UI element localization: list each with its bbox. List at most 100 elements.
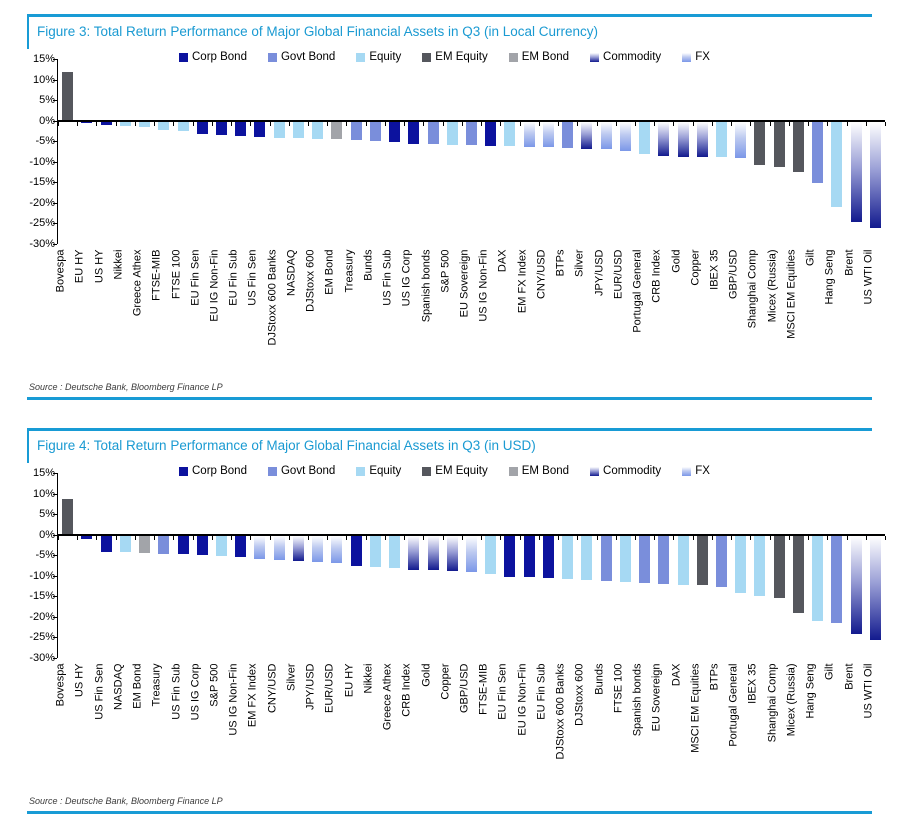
bar-us-wti-oil — [869, 121, 881, 229]
x-axis-label: DAX — [496, 249, 509, 273]
bar-ftse-100 — [619, 535, 631, 583]
bar-nasdaq — [119, 535, 131, 552]
legend-swatch-icon — [682, 466, 692, 476]
x-axis-label: EU Fin Sen — [189, 249, 202, 306]
x-tick-mark — [711, 121, 713, 126]
x-tick-mark — [711, 535, 713, 540]
figure3-title-row: Figure 3: Total Return Performance of Ma… — [27, 17, 872, 49]
legend: Corp Bond Govt Bond Equity EM Equity EM Bond… — [179, 51, 710, 63]
x-axis-label: DJStoxx 600 Banks — [554, 663, 567, 760]
x-tick-mark — [327, 121, 329, 126]
x-tick-mark — [134, 535, 136, 540]
bar-spanish-bonds — [639, 535, 651, 584]
legend-item-commodity: Commodity — [590, 51, 661, 63]
x-axis-label: Gilt — [823, 663, 836, 681]
bar-crb-index — [408, 535, 420, 570]
bar-em-fx-index — [523, 121, 535, 147]
y-tick-label: -20% — [29, 196, 55, 209]
x-tick-mark — [519, 535, 521, 540]
x-tick-mark — [192, 121, 194, 126]
bar-cny-usd — [273, 535, 285, 560]
y-tick-mark — [53, 616, 57, 618]
x-axis-label: Shanghai Comp — [766, 663, 779, 743]
bar-ftse-100 — [177, 121, 189, 132]
y-axis-line — [57, 59, 58, 244]
y-tick-mark — [53, 657, 57, 659]
legend-item-em-bond: EM Bond — [508, 51, 570, 63]
bar-bovespa — [62, 498, 74, 535]
x-tick-mark — [558, 535, 560, 540]
x-axis-label: US Fin Sen — [93, 663, 106, 720]
x-tick-mark — [442, 535, 444, 540]
legend-label: Corp Bond — [192, 51, 247, 63]
x-tick-mark — [634, 535, 636, 540]
x-axis-label: Treasury — [150, 663, 163, 707]
legend-swatch-icon — [508, 466, 518, 476]
bar-greece-athex — [389, 535, 401, 569]
x-axis-label: BTPs — [554, 249, 567, 277]
y-tick-label: -5% — [35, 549, 55, 561]
x-tick-mark — [154, 535, 156, 540]
x-tick-mark — [615, 535, 617, 540]
x-axis-label: Gold — [670, 249, 683, 273]
x-tick-mark — [250, 121, 252, 126]
y-tick-label: -30% — [29, 237, 55, 250]
x-axis-label: Nikkei — [362, 663, 375, 694]
x-tick-mark — [769, 535, 771, 540]
legend-item-govt-bond: Govt Bond — [267, 465, 335, 477]
y-tick-mark — [53, 141, 57, 142]
x-tick-mark — [308, 535, 310, 540]
x-axis-label: Bovespa — [54, 663, 67, 707]
x-axis-label: US Fin Sub — [381, 249, 394, 306]
legend-swatch-icon — [590, 52, 600, 62]
x-tick-mark — [423, 535, 425, 540]
legend-swatch-icon — [682, 52, 692, 62]
x-axis-label: Copper — [439, 663, 452, 700]
y-tick-mark — [53, 555, 57, 556]
x-tick-mark — [885, 535, 886, 540]
y-tick-label: 0% — [39, 528, 55, 541]
x-tick-mark — [788, 535, 790, 540]
x-tick-mark — [211, 121, 213, 126]
y-tick-label: -25% — [29, 217, 55, 229]
bar-gbp-usd — [735, 121, 747, 158]
legend-swatch-icon — [422, 466, 432, 476]
bar-btps — [716, 535, 728, 588]
x-axis-label: Micex (Russia) — [785, 663, 798, 737]
x-axis-label: NASDAQ — [112, 663, 125, 710]
legend-item-corp-bond: Corp Bond — [179, 51, 247, 63]
x-tick-mark — [788, 121, 790, 126]
x-tick-mark — [731, 121, 733, 126]
x-tick-mark — [346, 121, 348, 126]
legend-label: EM Bond — [521, 465, 570, 477]
x-tick-mark — [404, 121, 406, 126]
bar-cny-usd — [542, 121, 554, 148]
x-tick-mark — [58, 121, 59, 126]
x-axis-label: MSCI EM Equities — [689, 663, 702, 753]
y-tick-label: 15% — [32, 53, 55, 65]
x-axis-label: Bunds — [593, 663, 606, 695]
x-tick-mark — [673, 121, 675, 126]
bar-dax — [677, 535, 689, 585]
x-axis-label: FTSE-MIB — [477, 663, 490, 715]
x-tick-mark — [365, 121, 367, 126]
x-axis-label: EU HY — [73, 249, 86, 284]
bar-us-fin-sen — [100, 535, 112, 552]
y-tick-mark — [53, 637, 57, 638]
x-tick-mark — [404, 535, 406, 540]
bar-ibex-35 — [716, 121, 728, 158]
figure3-source: Source : Deutsche Bank, Bloomberg Financ… — [29, 382, 223, 392]
legend-label: EM Bond — [521, 51, 570, 63]
bar-eu-fin-sub — [235, 121, 247, 136]
zero-baseline — [57, 533, 885, 536]
y-tick-mark — [53, 596, 57, 597]
bar-em-bond — [139, 535, 151, 554]
figure3-bottom-rule — [27, 397, 872, 400]
legend-swatch-icon — [508, 52, 518, 62]
x-axis-label: US HY — [73, 663, 86, 698]
x-tick-mark — [346, 535, 348, 540]
bar-us-ig-corp — [196, 535, 208, 556]
bar-msci-em-equities — [696, 535, 708, 586]
bar-eu-ig-non-fin — [523, 535, 535, 578]
bar-s-p-500 — [446, 121, 458, 145]
